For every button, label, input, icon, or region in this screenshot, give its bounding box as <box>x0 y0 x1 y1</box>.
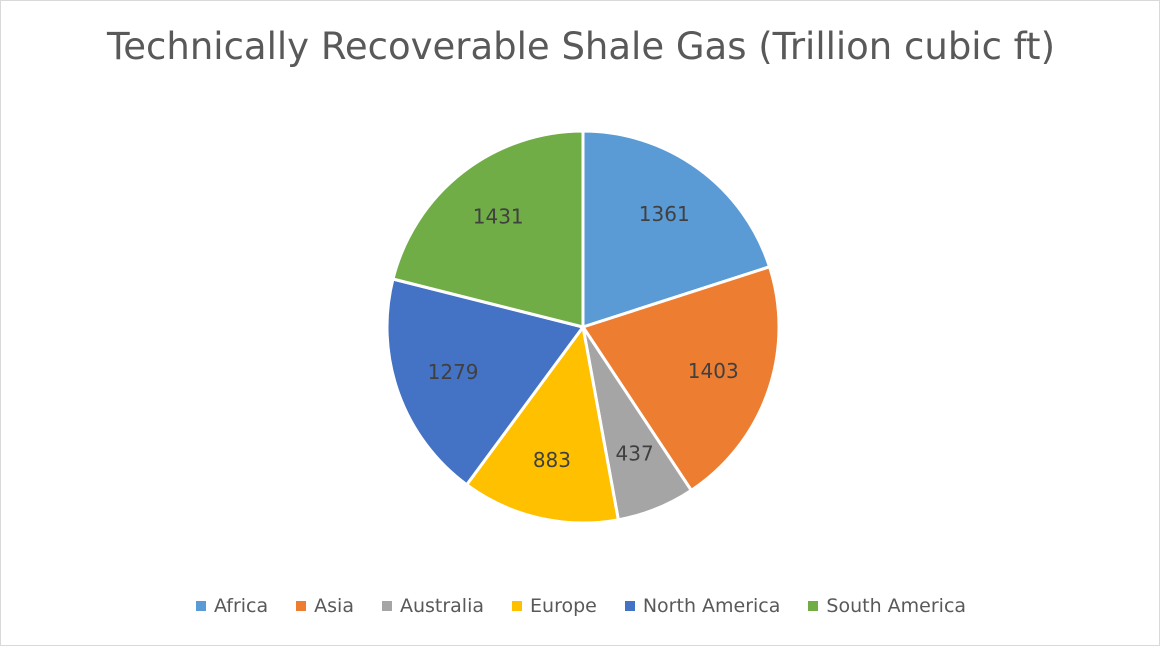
legend-label: North America <box>642 595 781 617</box>
legend-swatch <box>808 601 819 611</box>
pie-slices <box>385 129 781 525</box>
legend-item-north-america: North America <box>624 595 781 617</box>
legend-label: South America <box>826 595 967 617</box>
legend-label: Africa <box>213 595 269 617</box>
data-label-europe: 883 <box>533 448 571 472</box>
legend-item-europe: Europe <box>512 595 597 617</box>
data-label-north-america: 1279 <box>428 360 479 384</box>
pie-slice-europe <box>464 323 621 525</box>
legend-label: Europe <box>530 595 597 617</box>
data-label-australia: 437 <box>616 441 654 465</box>
pie-slice-africa <box>581 129 772 330</box>
data-label-africa: 1361 <box>639 202 690 226</box>
legend-item-australia: Australia <box>381 595 485 617</box>
chart-title: Technically Recoverable Shale Gas (Trill… <box>106 25 1056 68</box>
pie-slice-south-america <box>391 129 585 329</box>
legend-swatch <box>195 601 206 611</box>
pie-data-labels: 1361 1403 437 883 1279 1431 <box>428 202 739 472</box>
legend: Africa Asia Australia Europe North America So… <box>1 595 1160 617</box>
legend-label: Australia <box>399 595 485 617</box>
legend-swatch <box>624 601 635 611</box>
legend-item-asia: Asia <box>296 595 354 617</box>
legend-swatch <box>512 601 523 611</box>
pie-slice-north-america <box>385 277 586 487</box>
pie-slice-asia <box>580 264 781 493</box>
data-label-south-america: 1431 <box>473 205 524 229</box>
legend-label: Asia <box>314 595 354 617</box>
legend-item-south-america: South America <box>808 595 966 617</box>
legend-swatch <box>296 601 307 611</box>
data-label-asia: 1403 <box>688 359 739 383</box>
legend-item-africa: Africa <box>195 595 269 617</box>
legend-swatch <box>381 601 392 611</box>
